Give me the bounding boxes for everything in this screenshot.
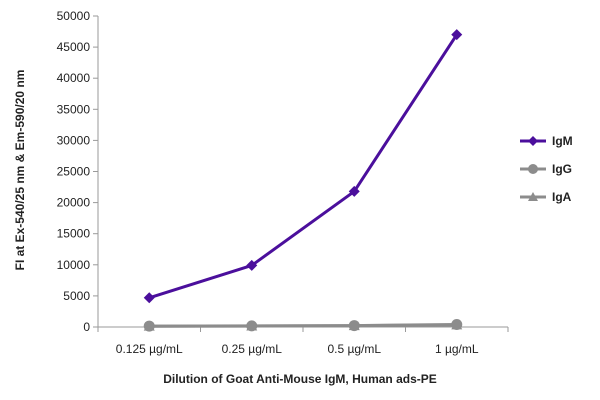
y-tick-label: 35000 bbox=[57, 102, 91, 116]
y-tick-label: 50000 bbox=[57, 9, 91, 23]
data-point bbox=[348, 320, 360, 332]
series-line bbox=[148, 33, 459, 300]
legend-swatch-marker bbox=[528, 164, 538, 174]
y-axis: 0 5000 10000 15000 20000 25000 30000 35000 40000… bbox=[57, 9, 99, 334]
x-tick-label: 0.125 µg/mL bbox=[116, 342, 183, 356]
legend-label: IgG bbox=[552, 162, 572, 176]
x-tick-label: 1 µg/mL bbox=[435, 342, 479, 356]
data-point bbox=[143, 320, 155, 332]
y-tick-label: 45000 bbox=[57, 40, 91, 54]
data-point bbox=[348, 185, 360, 197]
legend-label: IgM bbox=[552, 134, 573, 148]
y-tick-label: 15000 bbox=[57, 227, 91, 241]
y-axis-title: FI at Ex-540/25 nm & Em-590/20 nm bbox=[13, 70, 27, 271]
data-point bbox=[451, 29, 463, 41]
legend-item-iga: IgA bbox=[520, 190, 572, 204]
series-igg bbox=[143, 319, 463, 332]
y-tick-label: 10000 bbox=[57, 258, 91, 272]
y-tick-label: 20000 bbox=[57, 196, 91, 210]
x-axis-title: Dilution of Goat Anti-Mouse IgM, Human a… bbox=[163, 372, 437, 386]
series-layer bbox=[143, 29, 463, 332]
series-line bbox=[149, 323, 457, 328]
data-point bbox=[246, 259, 258, 271]
y-tick-label: 0 bbox=[83, 320, 90, 334]
y-tick-label: 40000 bbox=[57, 71, 91, 85]
legend-swatch-marker bbox=[528, 192, 538, 201]
x-axis: 0.125 µg/mL 0.25 µg/mL 0.5 µg/mL 1 µg/mL bbox=[97, 326, 509, 356]
legend: IgM IgG IgA bbox=[520, 134, 573, 204]
series-igm bbox=[143, 29, 463, 304]
legend-item-igg: IgG bbox=[520, 162, 572, 176]
data-point bbox=[246, 320, 258, 332]
y-tick-label: 30000 bbox=[57, 133, 91, 147]
data-point bbox=[451, 319, 463, 331]
x-tick-label: 0.25 µg/mL bbox=[222, 342, 283, 356]
legend-item-igm: IgM bbox=[520, 134, 573, 148]
y-tick-label: 25000 bbox=[57, 165, 91, 179]
x-tick-label: 0.5 µg/mL bbox=[327, 342, 381, 356]
legend-label: IgA bbox=[552, 190, 572, 204]
data-point bbox=[143, 292, 155, 304]
y-tick-label: 5000 bbox=[63, 289, 90, 303]
legend-swatch-marker bbox=[528, 136, 538, 146]
